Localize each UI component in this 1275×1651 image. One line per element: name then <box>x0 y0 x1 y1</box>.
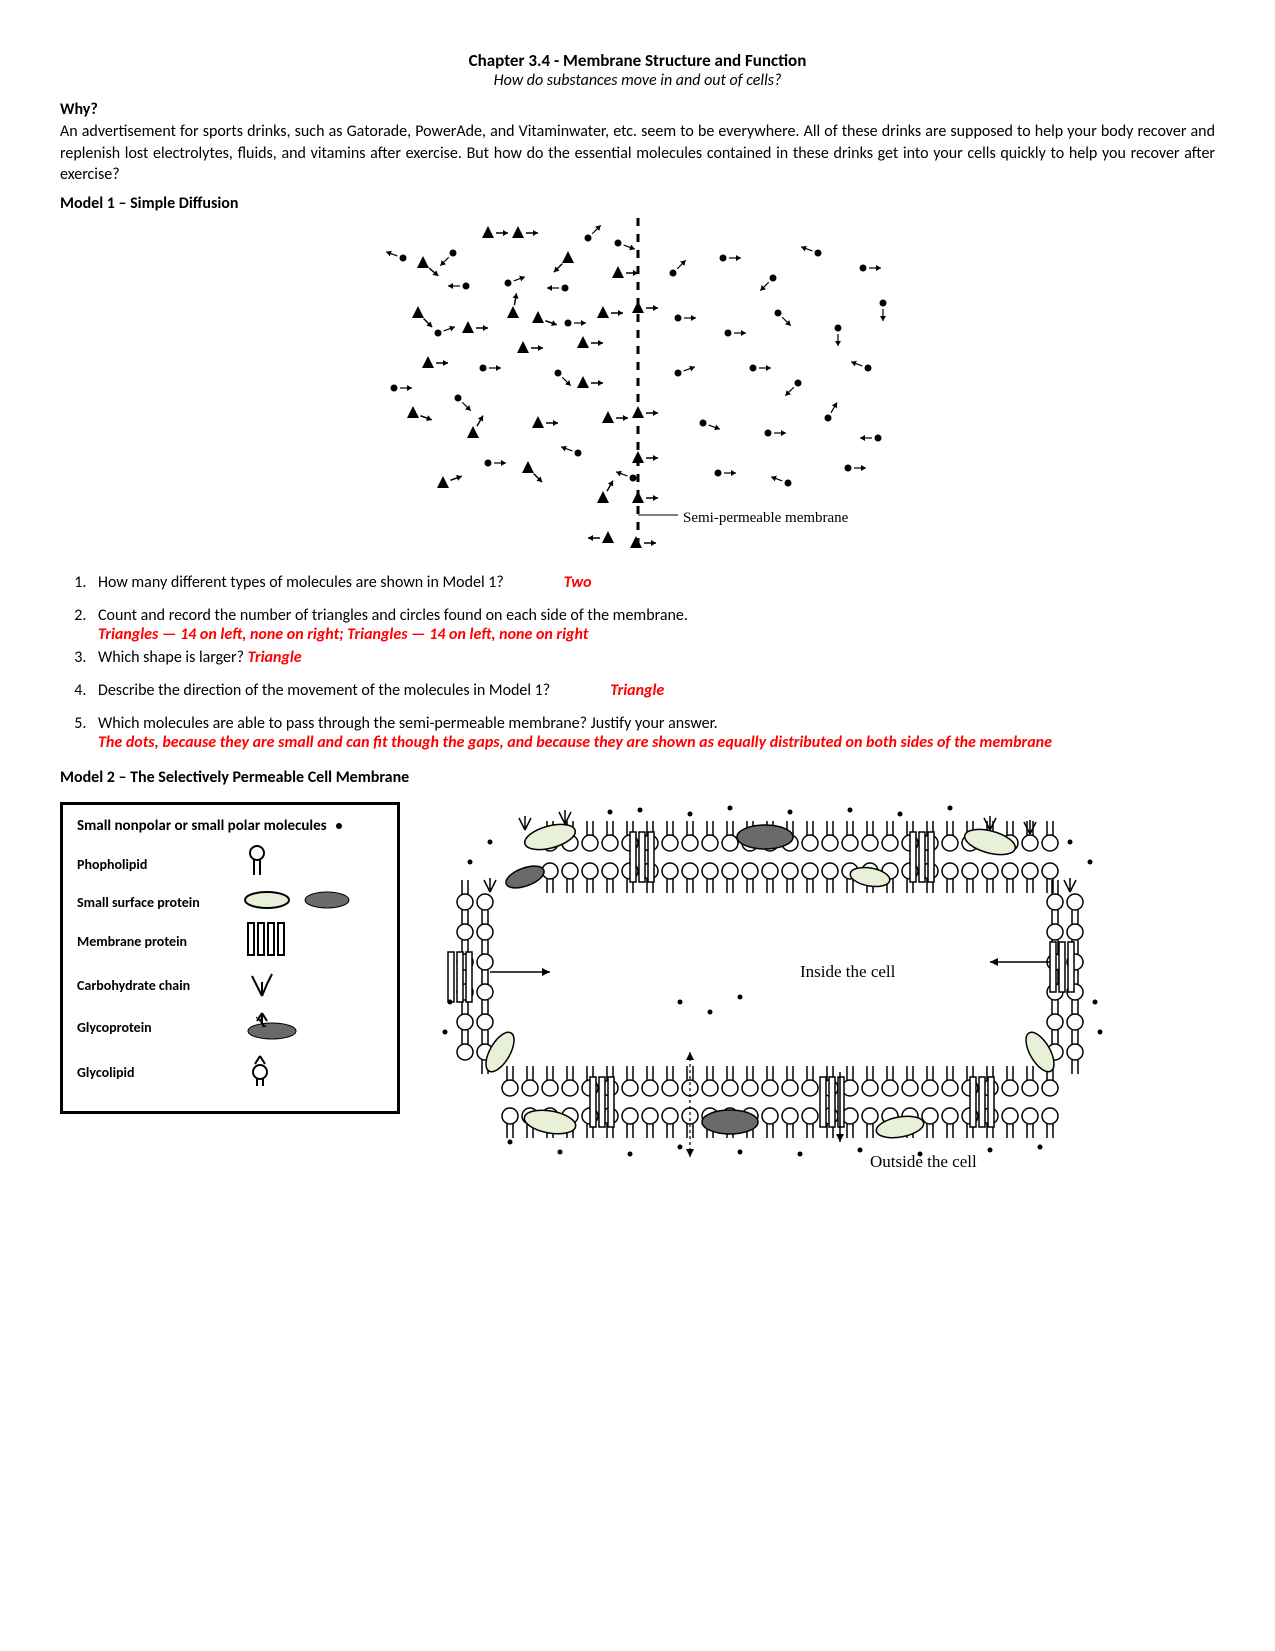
chapter-title: Chapter 3.4 - Membrane Structure and Fun… <box>60 50 1215 71</box>
legend-row: Carbohydrate chain <box>77 968 383 1003</box>
glycolipid-icon <box>242 1052 278 1093</box>
question-item: Which molecules are able to pass through… <box>90 714 1215 752</box>
question-item: Which shape is larger? Triangle <box>90 648 1215 667</box>
legend-label: Glycolipid <box>77 1064 242 1081</box>
answer-text: The dots, because they are small and can… <box>98 733 1215 752</box>
legend-label: Carbohydrate chain <box>77 977 242 994</box>
svg-text:Inside the cell: Inside the cell <box>800 962 896 981</box>
answer-text: Triangle <box>610 681 664 700</box>
legend-title: Small nonpolar or small polar molecules <box>77 817 327 835</box>
cell-membrane-diagram: Inside the cell Outside the cell <box>430 802 1110 1177</box>
chapter-subtitle: How do substances move in and out of cel… <box>60 71 1215 90</box>
surface-protein-icon <box>242 890 352 915</box>
legend-row: Small surface protein <box>77 890 383 915</box>
question-item: How many different types of molecules ar… <box>90 573 1215 592</box>
legend-label: Membrane protein <box>77 933 242 950</box>
membrane-protein-icon <box>242 921 292 962</box>
legend-label: Small surface protein <box>77 894 242 911</box>
model2-heading: Model 2 – The Selectively Permeable Cell… <box>60 768 1215 787</box>
answer-text: Triangle <box>248 648 302 667</box>
svg-text:Outside the cell: Outside the cell <box>870 1152 977 1171</box>
legend-label: Glycoprotein <box>77 1019 242 1036</box>
glycoprotein-icon <box>242 1009 302 1046</box>
legend-box: Small nonpolar or small polar molecules … <box>60 802 400 1114</box>
questions-list: How many different types of molecules ar… <box>60 573 1215 752</box>
why-body: An advertisement for sports drinks, such… <box>60 121 1215 186</box>
answer-text: Triangles — 14 on left, none on right; T… <box>98 625 1215 644</box>
legend-row: Glycoprotein <box>77 1009 383 1046</box>
legend-row: Glycolipid <box>77 1052 383 1093</box>
question-item: Describe the direction of the movement o… <box>90 681 1215 700</box>
legend-row: Membrane protein <box>77 921 383 962</box>
svg-text:Semi-permeable membrane: Semi-permeable membrane <box>683 510 849 526</box>
model1-diagram: Semi-permeable membrane <box>60 218 1215 563</box>
answer-text: Two <box>564 573 592 592</box>
legend-label: Phopholipid <box>77 856 242 873</box>
question-item: Count and record the number of triangles… <box>90 606 1215 644</box>
model1-heading: Model 1 – Simple Diffusion <box>60 194 1215 213</box>
why-heading: Why? <box>60 100 1215 119</box>
phospholipid-icon <box>242 845 272 884</box>
legend-row: Phopholipid <box>77 845 383 884</box>
carb-chain-icon <box>242 968 282 1003</box>
